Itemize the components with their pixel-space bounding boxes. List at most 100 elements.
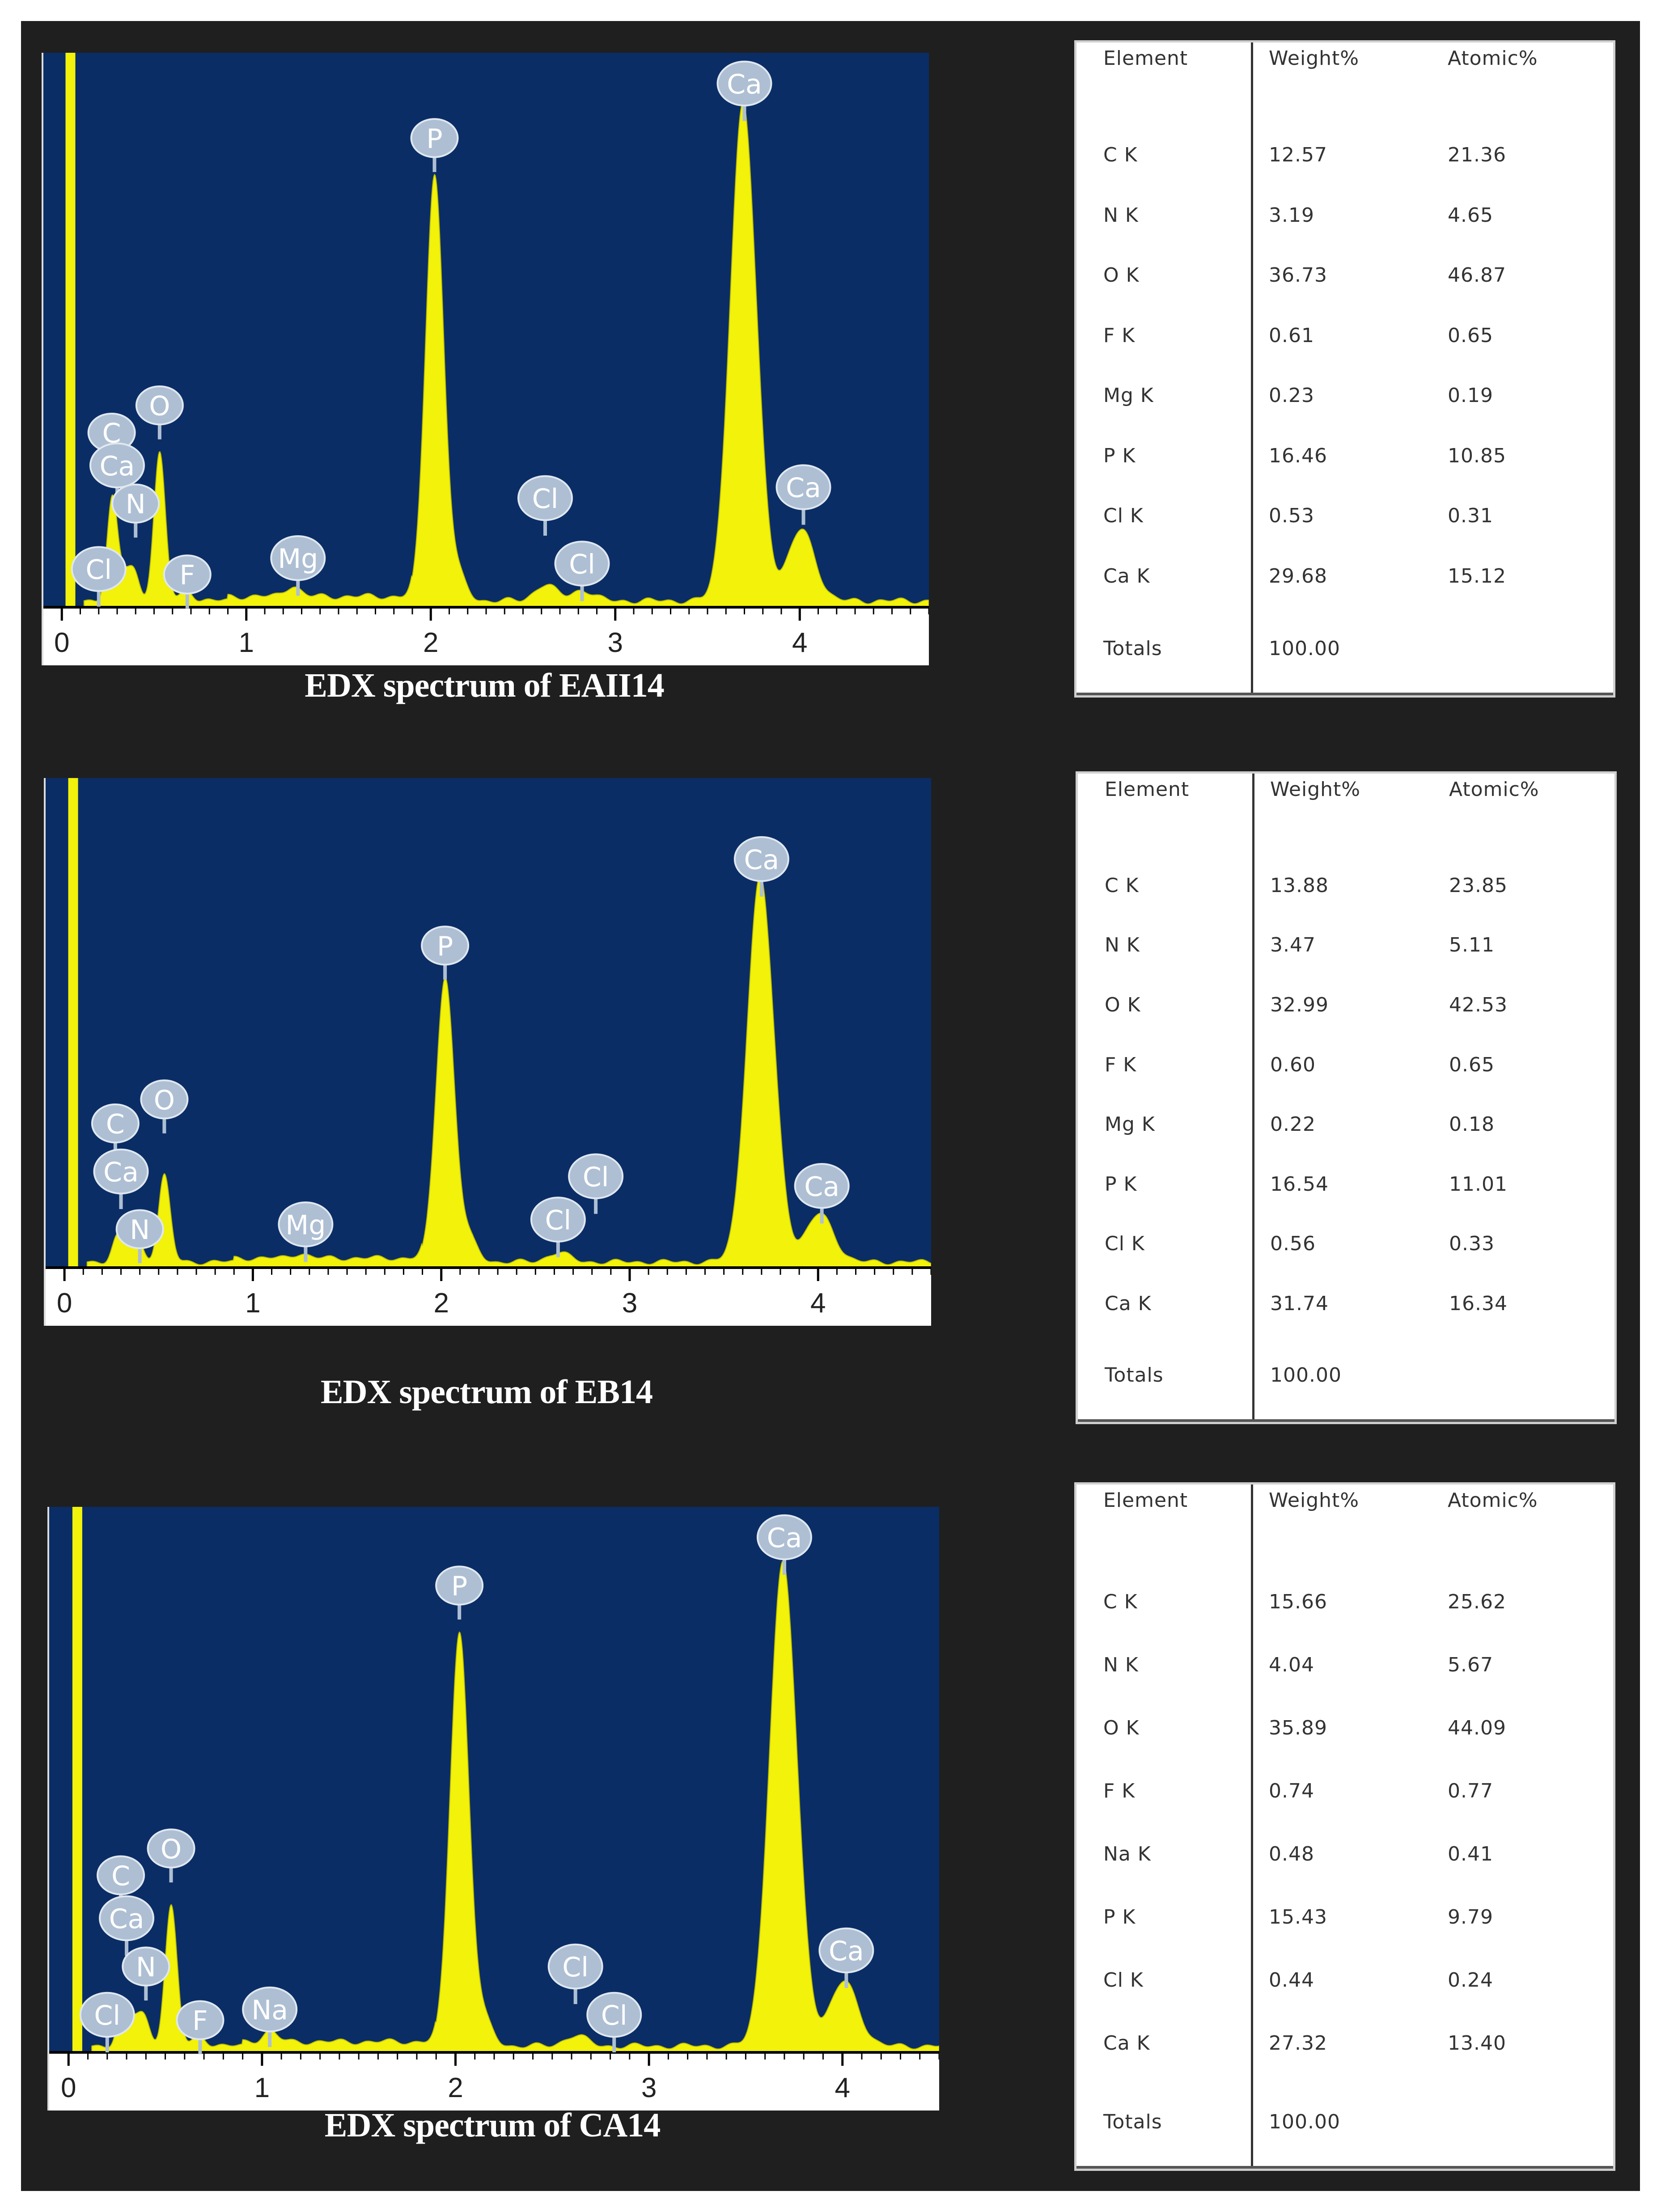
table-cell: Ca K <box>1105 1292 1152 1315</box>
peak-label-cl: Cl <box>79 1992 135 2052</box>
table-cell: N K <box>1103 1654 1139 1677</box>
svg-text:P: P <box>451 1571 467 1602</box>
table-cell: 5.67 <box>1448 1654 1493 1677</box>
table-cell: 0.31 <box>1448 504 1493 528</box>
x-tick-label: 0 <box>54 627 69 658</box>
peak-label-n: N <box>115 1209 164 1263</box>
table-cell: 13.40 <box>1448 2032 1506 2055</box>
table-header: Element <box>1103 47 1188 70</box>
table-cell: 27.32 <box>1269 2032 1327 2055</box>
table-cell: 0.18 <box>1449 1113 1495 1136</box>
svg-text:N: N <box>130 1214 150 1246</box>
table-cell: 31.74 <box>1270 1292 1329 1315</box>
table-cell: C K <box>1105 874 1139 897</box>
table-cell: 0.61 <box>1269 324 1314 347</box>
peak-label-ca: Ca <box>775 464 831 525</box>
peak-label-o: O <box>135 385 184 440</box>
table-header: Weight% <box>1270 778 1361 801</box>
x-tick-label: 4 <box>792 627 807 658</box>
table-cell: Cl K <box>1103 1969 1144 1992</box>
peak-label-c: C <box>91 1103 140 1158</box>
table-cell: Na K <box>1103 1843 1151 1866</box>
table-cell: P K <box>1103 1906 1136 1929</box>
table-cell: 44.09 <box>1448 1717 1506 1740</box>
table-bottom-rule <box>1076 693 1613 695</box>
table-header: Atomic% <box>1448 47 1538 70</box>
svg-text:Cl: Cl <box>601 2000 627 2031</box>
table-cell: 0.33 <box>1449 1232 1495 1256</box>
zero-peak <box>68 778 78 1268</box>
x-tick-label: 1 <box>245 1288 260 1319</box>
peak-label-p: P <box>410 118 459 172</box>
peak-label-f: F <box>163 554 212 609</box>
table-cell: F K <box>1105 1053 1137 1076</box>
svg-text:Cl: Cl <box>532 483 559 515</box>
table-cell: O K <box>1103 264 1140 287</box>
table-cell: 0.19 <box>1448 384 1493 407</box>
table-header: Element <box>1105 778 1190 801</box>
table-cell: 21.36 <box>1448 144 1506 167</box>
svg-text:O: O <box>154 1085 175 1116</box>
x-tick-label: 2 <box>433 1288 449 1319</box>
table-cell: N K <box>1105 934 1140 957</box>
table-cell: 15.66 <box>1269 1590 1327 1614</box>
table-cell: 16.34 <box>1449 1292 1508 1315</box>
composition-table-ca14: Element Weight% Atomic% C K 15.66 25.62 N K 4.0… <box>1074 1482 1615 2171</box>
spectrum-series <box>91 1560 939 2053</box>
svg-text:O: O <box>161 1834 182 1865</box>
table-cell: 0.77 <box>1448 1780 1493 1803</box>
zero-peak <box>65 53 76 607</box>
table-cell: Ca K <box>1103 2032 1150 2055</box>
table-cell: 0.48 <box>1269 1843 1314 1866</box>
svg-text:Ca: Ca <box>103 1157 139 1188</box>
table-totals-value: 100.00 <box>1269 637 1340 660</box>
plot-background <box>43 53 929 607</box>
table-totals-label: Totals <box>1105 1364 1164 1387</box>
x-tick-label: 4 <box>810 1288 826 1319</box>
svg-text:Cl: Cl <box>85 554 112 586</box>
svg-text:Cl: Cl <box>94 2000 120 2031</box>
table-cell: 5.11 <box>1449 934 1495 957</box>
svg-text:Ca: Ca <box>744 844 780 875</box>
table-bottom-rule <box>1076 2166 1613 2169</box>
svg-text:Mg: Mg <box>278 543 318 575</box>
table-header: Weight% <box>1269 47 1360 70</box>
table-cell: C K <box>1103 1590 1138 1614</box>
svg-text:Ca: Ca <box>100 451 135 482</box>
peak-label-cl: Cl <box>71 546 127 607</box>
table-cell: Mg K <box>1105 1113 1155 1136</box>
peak-label-f: F <box>176 2000 225 2054</box>
table-cell: 42.53 <box>1449 993 1508 1016</box>
composition-table-eb14: Element Weight% Atomic% C K 13.88 23.85 N K 3.4… <box>1076 771 1617 1424</box>
table-cell: 0.41 <box>1448 1843 1493 1866</box>
svg-text:Cl: Cl <box>545 1205 572 1236</box>
table-cell: 32.99 <box>1270 993 1329 1016</box>
peak-label-ca: Ca <box>99 1895 155 1956</box>
table-cell: 13.88 <box>1270 874 1329 897</box>
spectrum-plot-eaii14: 0 1 2 3 4 Cl C O Ca N F Mg P Cl Cl Ca Ca <box>42 53 929 665</box>
table-cell: 3.47 <box>1270 934 1316 957</box>
table-cell: Cl K <box>1105 1232 1145 1256</box>
table-cell: 0.65 <box>1449 1053 1495 1076</box>
table-cell: 4.65 <box>1448 203 1493 227</box>
svg-text:Ca: Ca <box>109 1903 144 1935</box>
spectrum-caption-ca14: EDX spectrum of CA14 <box>324 2106 661 2144</box>
table-cell: 36.73 <box>1269 264 1327 287</box>
table-cell: Ca K <box>1103 565 1150 588</box>
x-tick-label: 1 <box>239 627 254 658</box>
svg-text:Ca: Ca <box>727 69 762 100</box>
svg-text:Mg: Mg <box>285 1210 326 1241</box>
peak-label-ca: Ca <box>716 60 772 121</box>
svg-text:C: C <box>111 1861 130 1892</box>
table-cell: 29.68 <box>1269 565 1327 588</box>
peak-label-c: C <box>97 1855 145 1909</box>
table-header: Weight% <box>1269 1489 1360 1512</box>
x-tick-label: 0 <box>57 1288 72 1319</box>
table-cell: F K <box>1103 1780 1136 1803</box>
svg-text:Ca: Ca <box>829 1936 864 1967</box>
peak-label-mg: Mg <box>270 535 326 596</box>
x-tick-label: 2 <box>423 627 438 658</box>
svg-text:F: F <box>192 2005 208 2037</box>
x-tick-label: 0 <box>61 2072 76 2103</box>
